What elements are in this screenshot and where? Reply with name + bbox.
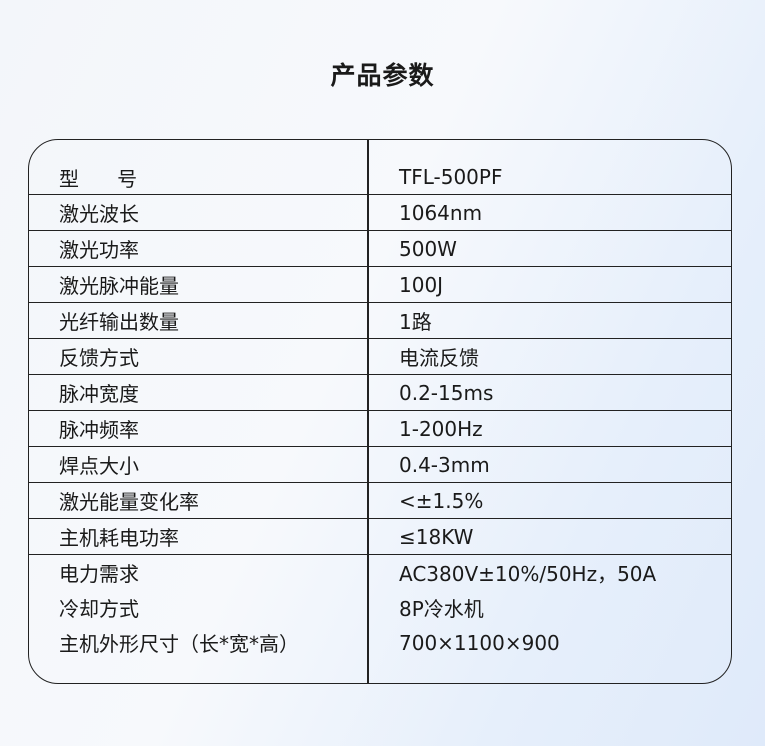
table-row: 反馈方式 电流反馈 [29, 339, 731, 375]
spec-label: 激光能量变化率 [59, 490, 199, 514]
spec-label: 激光波长 [59, 202, 139, 226]
table-row: 激光脉冲能量 100J [29, 267, 731, 303]
spec-label: 焊点大小 [59, 454, 139, 478]
spec-value: 1064nm [399, 200, 483, 225]
spec-value: 100J [399, 272, 444, 297]
spec-value: 700×1100×900 [399, 630, 560, 655]
spec-label: 脉冲频率 [59, 418, 139, 442]
table-row: 激光能量变化率 <±1.5% [29, 483, 731, 519]
spec-label: 型 号 [59, 166, 138, 191]
spec-value: ≤18KW [399, 524, 474, 549]
spec-label: 反馈方式 [59, 346, 139, 370]
spec-value: 0.2-15ms [399, 380, 494, 405]
spec-value: 8P冷水机 [399, 597, 484, 621]
table-row: 激光波长 1064nm [29, 195, 731, 231]
spec-value: 1-200Hz [399, 416, 483, 441]
spec-label: 冷却方式 [59, 597, 139, 621]
spec-label: 电力需求 [59, 562, 139, 586]
table-row: 脉冲宽度 0.2-15ms [29, 375, 731, 411]
table-row: 激光功率 500W [29, 231, 731, 267]
table-row: 光纤输出数量 1路 [29, 303, 731, 339]
spec-value: 电流反馈 [399, 346, 479, 370]
spec-value: <±1.5% [399, 488, 484, 513]
table-row: 主机耗电功率 ≤18KW [29, 519, 731, 555]
spec-label: 激光功率 [59, 238, 139, 262]
table-row: 主机外形尺寸（长*宽*高） 700×1100×900 [29, 625, 731, 660]
spec-label: 主机耗电功率 [59, 526, 179, 550]
table-row: 脉冲频率 1-200Hz [29, 411, 731, 447]
spec-label: 光纤输出数量 [59, 310, 179, 334]
spec-label: 激光脉冲能量 [59, 274, 179, 298]
spec-value: 500W [399, 236, 457, 261]
page-title: 产品参数 [330, 61, 435, 90]
spec-value: TFL-500PF [399, 165, 503, 189]
table-row: 焊点大小 0.4-3mm [29, 447, 731, 483]
spec-label: 主机外形尺寸（长*宽*高） [59, 632, 299, 656]
spec-table: 型 号 TFL-500PF 激光波长 1064nm 激光功率 500W 激光脉冲能量 100J… [28, 139, 732, 684]
table-row: 冷却方式 8P冷水机 [29, 590, 731, 625]
column-divider [367, 140, 369, 683]
table-row: 型 号 TFL-500PF [29, 140, 731, 195]
spec-value: 1路 [399, 310, 432, 334]
table-row: 电力需求 AC380V±10%/50Hz，50A [29, 555, 731, 590]
spec-rows: 型 号 TFL-500PF 激光波长 1064nm 激光功率 500W 激光脉冲能量 100J… [29, 140, 731, 660]
spec-value: AC380V±10%/50Hz，50A [399, 562, 657, 586]
spec-label: 脉冲宽度 [59, 382, 139, 406]
spec-value: 0.4-3mm [399, 452, 490, 477]
